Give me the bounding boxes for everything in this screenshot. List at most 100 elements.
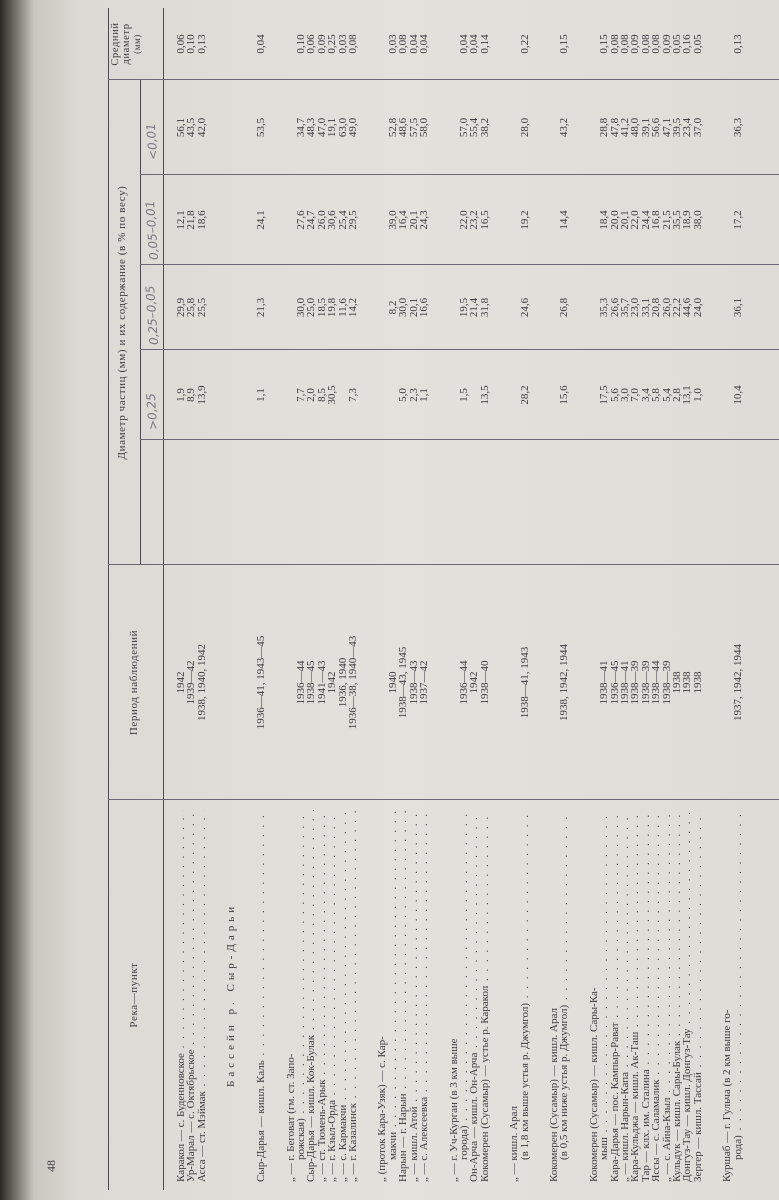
- table-row: „ — кишл. Нарын-Капа1938—413,035,720,141…: [619, 0, 631, 1200]
- station-name-line: Сыр-Дарья — кишл. Каль: [256, 810, 266, 1182]
- station-name: Кокомерен (Сусамыр) — устье р. Каракол: [480, 810, 490, 1182]
- table-row: Нарын — г. Нарын1938—43, 19455,030,016,4…: [397, 0, 409, 1200]
- fraction-cell-f1: 28,2: [518, 385, 531, 405]
- table-row: Кара-Кульджа — кишл. Ак-Таш1938—397,023,…: [629, 0, 641, 1200]
- station-name-line: „ — г. Кзыл-Орда: [327, 810, 337, 1182]
- station-name-line: Кокомерен (Сусамыр) — устье р. Каракол: [480, 810, 490, 1182]
- mean-diameter-cell: 0,13: [195, 34, 208, 54]
- mean-diameter-cell: 0,22: [518, 34, 531, 54]
- page-number: 48: [44, 1160, 58, 1172]
- station-name-line: Зергер — кишл. Тассай: [693, 810, 703, 1182]
- station-name: „ (проток Кара-Узяк) — с. Кар-макчи: [377, 810, 398, 1182]
- period-cell: 1938: [691, 671, 704, 694]
- station-name-line: Кульдук — кишл. Сары-Булак: [672, 810, 682, 1182]
- station-name-line: Донгуз-Тау — кишл. Донгуз-Тау: [682, 810, 692, 1182]
- mean-diameter-cell: 0,15: [558, 34, 571, 54]
- fraction-cell-f4: 42,0: [195, 117, 208, 138]
- fraction-cell-f2: 25,5: [195, 297, 208, 318]
- fraction-cell-f2: 24,6: [518, 297, 531, 318]
- station-name: Зергер — кишл. Тассай: [693, 810, 703, 1182]
- fraction-cell-f1: 10,4: [731, 385, 744, 405]
- station-name-line: „ — кишл. Арал: [509, 1106, 520, 1182]
- table-group: „ (проток Кара-Узяк) — с. Кар-макчи19408…: [377, 0, 431, 1200]
- table-row: Кара-Дарья — пос. Кампыр-Рават1936—455,6…: [609, 0, 621, 1200]
- period-cell: 1937—42: [418, 660, 431, 705]
- table-row: Он-Арча — кишл. Он-Арча194221,423,255,40…: [468, 0, 480, 1200]
- station-name: Ур-Марал — с. Октябрьское: [186, 810, 196, 1182]
- station-name: „ — с. Алексеевка: [419, 810, 429, 1182]
- table-row: Кокомерен (Сусамыр) — устье р. Каракол 19…: [478, 0, 491, 1200]
- table-group: Куршаб — г. Гульча (в 2 км выше го-рода)…: [722, 0, 743, 1200]
- station-name: „ — кишл. Арал(в 1,8 км выше устья р. Дж…: [509, 810, 530, 1182]
- station-name: Асса — ст. Мэймак: [197, 810, 207, 1182]
- table-row: Кокомерен (Сусамыр) — кишл. Арал(в 0,5 к…: [549, 0, 570, 1200]
- fraction-cell-f3: 19,2: [518, 210, 531, 230]
- period-cell: 1938, 1940, 1942: [195, 644, 208, 721]
- table-group: Кокомерен (Сусамыр) — кишл. Сары-Ка-мыш 1…: [589, 0, 704, 1200]
- fraction-cell-f2: 14,2: [347, 297, 360, 318]
- fraction-cell-f1: 13,9: [195, 385, 208, 405]
- table-row: „ — г. Беговат (гм. ст. Запо-рожская)193…: [286, 0, 307, 1200]
- station-name-line: Кара-Дарья — пос. Кампыр-Рават: [610, 810, 620, 1182]
- station-name: Куршаб — г. Гульча (в 2 км выше го-рода): [722, 810, 743, 1182]
- header-mean-line: Средний: [110, 22, 121, 66]
- station-name: „ — г. Кзыл-Орда: [327, 810, 337, 1182]
- station-name: Яссы — с. Саламалик: [651, 810, 661, 1182]
- fraction-cell-f4: 28,0: [518, 117, 531, 138]
- table-row: Донгуз-Тау — кишл. Донгуз-Тау193813,144,…: [681, 0, 693, 1200]
- station-name: Тар — клх. им. Сталина: [641, 810, 651, 1182]
- station-name: Сыр-Дарья — кишл. Каль: [256, 810, 266, 1182]
- table-row: „ — с. Алексеевка 1937—42 1,1 16,6 24,3 58,0 0…: [418, 0, 431, 1200]
- period-cell: 1938—41: [598, 660, 611, 705]
- table-row: Яссы — с. Саламалик1938—445,820,816,856,…: [650, 0, 662, 1200]
- station-name: Кокомерен (Сусамыр) — кишл. Сары-Ка-мыш: [589, 810, 610, 1182]
- station-name-line: Кара-Кульджа — кишл. Ак-Таш: [630, 810, 640, 1182]
- station-name-line: Он-Арча — кишл. Он-Арча: [469, 810, 479, 1182]
- fraction-cell-f1: 13,5: [478, 385, 491, 405]
- fraction-cell-f2: 21,3: [255, 297, 268, 318]
- station-name-line: „ — г. Казалинск: [348, 810, 358, 1182]
- table-row: Кокомерен (Сусамыр) — кишл. Сары-Ка-мыш 1…: [589, 0, 610, 1200]
- header-river: Река—пункт: [128, 962, 140, 1028]
- station-name-line: „ — кишл. Нарын-Капа: [620, 810, 630, 1182]
- fraction-cell-f3: 24,1: [255, 210, 268, 230]
- station-name-line: Ур-Марал — с. Октябрьское: [186, 810, 196, 1182]
- station-name-line: Куршаб — г. Гульча (в 2 км выше го-: [722, 1009, 733, 1182]
- table-row: „ — кишл. Атой1938—432,320,120,157,50,04: [408, 0, 420, 1200]
- station-name-line: „ — ст. Тюмень-Арык: [317, 810, 327, 1182]
- handwritten-fraction-label: 0,25–0,05: [142, 285, 162, 346]
- basin-heading: Бассейн р. Сыр-Дарьи: [226, 902, 238, 1087]
- fraction-cell-f1: 15,6: [558, 385, 571, 405]
- station-name-line: Сыр-Дарья — кишл. Кок-Булак: [306, 810, 316, 1182]
- period-cell: 1938, 1942, 1944: [558, 644, 571, 721]
- header-mean-diameter: Средний диаметр (мм): [110, 8, 143, 80]
- header-diameter: Диаметр частиц (мм) и их содержание (в %…: [116, 185, 128, 460]
- diameter-subheader-rule: [140, 80, 141, 565]
- table-row: „ — с. Айна-Кзыл1938—395,426,021,547,10,…: [661, 0, 673, 1200]
- fraction-cell-f3: 29,5: [347, 210, 360, 230]
- handwritten-fraction-label: >0,25: [143, 392, 161, 431]
- fraction-cell-f4: 49,0: [347, 117, 360, 138]
- station-name: „ — ст. Тюмень-Арык: [317, 810, 327, 1182]
- station-name-line: мыш: [599, 810, 609, 1182]
- table-row: Сыр-Дарья — кишл. Кок-Булак1938—452,025,…: [305, 0, 317, 1200]
- fraction-cell-f4: 58,0: [418, 117, 431, 138]
- table-row: „ — с. Кармакчи1936, 194011,625,463,00,0…: [337, 0, 349, 1200]
- station-name: Кара-Кульджа — кишл. Ак-Таш: [630, 810, 640, 1182]
- fraction-cell-f1: 1,1: [418, 388, 431, 402]
- station-name-line: Асса — ст. Мэймак: [197, 810, 207, 1182]
- fraction-cell-f2: 35,3: [598, 297, 611, 318]
- table-group: „ — г. Уч-Курган (в 3 км вышегорода)1936…: [449, 0, 491, 1200]
- mean-diameter-cell: 0,13: [731, 34, 744, 54]
- station-name-line: Яссы — с. Саламалик: [651, 810, 661, 1182]
- fraction-cell-f3: 16,5: [478, 210, 491, 230]
- station-name: Кара-Дарья — пос. Кампыр-Рават: [610, 810, 620, 1182]
- station-name-line: рожская): [296, 810, 306, 1182]
- fraction-cell-f1: 1,0: [691, 388, 704, 402]
- station-name-line: Тар — клх. им. Сталина: [641, 810, 651, 1182]
- fraction-cell-f4: 36,3: [731, 117, 744, 138]
- station-name-line: рода): [733, 810, 743, 1182]
- table-group: Каракол — с. Буденновское19421,929,912,1…: [175, 0, 208, 1200]
- station-name-line: „ — г. Беговат (гм. ст. Запо-: [285, 1053, 297, 1182]
